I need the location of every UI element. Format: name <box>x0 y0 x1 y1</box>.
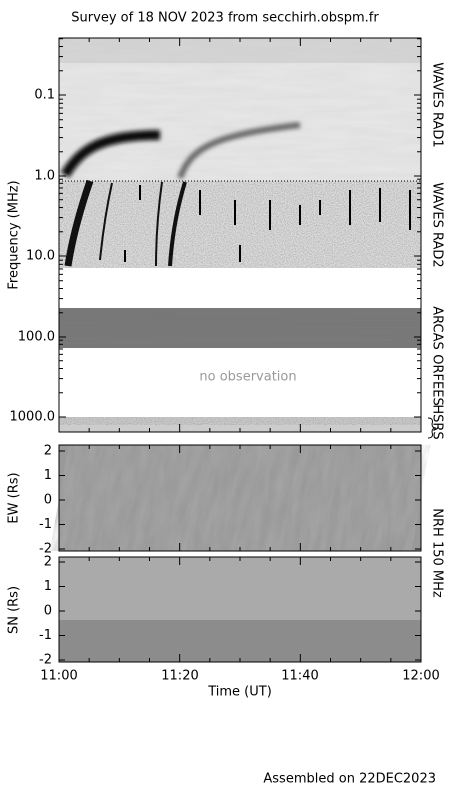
y-tick-label: 0 <box>44 493 52 508</box>
y-tick-label: 2 <box>44 555 52 570</box>
x-tick-label: 11:00 <box>40 669 77 684</box>
instrument-label: WAVES RAD2 <box>430 182 445 267</box>
y-tick-label: 1 <box>44 579 52 594</box>
sn-shade <box>59 620 421 662</box>
y-tick-label: 1 <box>44 468 52 483</box>
y-tick-label: 1000.0 <box>10 410 56 425</box>
y-tick-label: -1 <box>39 517 52 532</box>
instrument-label: WAVES RAD1 <box>430 62 445 147</box>
arcas-texture <box>59 308 421 348</box>
sn-axis-label: SN (Rs) <box>7 586 22 634</box>
x-tick-label: 11:20 <box>161 669 198 684</box>
x-tick-label: 12:00 <box>402 669 439 684</box>
time-axis-label: Time (UT) <box>207 685 272 700</box>
rad1-bursts <box>60 122 301 180</box>
instrument-label: ARCAS <box>430 306 445 350</box>
instrument-label: ORFEES <box>430 354 445 405</box>
y-tick-label: -2 <box>39 653 52 668</box>
ew-texture <box>49 445 431 551</box>
frequency-axis-label: Frequency (MHz) <box>7 180 22 289</box>
rad2-spikes <box>124 185 411 262</box>
hsrs-texture <box>59 417 421 425</box>
no-observation: no observation <box>199 370 296 385</box>
footer: Assembled on 22DEC2023 <box>263 772 436 787</box>
y-tick-label: -1 <box>39 628 52 643</box>
y-tick-label: 10.0 <box>26 249 55 264</box>
y-tick-label: 100.0 <box>18 330 55 345</box>
y-tick-label: 0.1 <box>34 88 55 103</box>
rad1-band <box>59 38 421 63</box>
nrh-label: NRH 150 MHz <box>430 508 445 598</box>
y-tick-label: 0 <box>44 604 52 619</box>
hsrs-brace <box>427 417 437 439</box>
y-tick-label: -2 <box>39 542 52 557</box>
ew-axis-label: EW (Rs) <box>7 472 22 523</box>
y-tick-label: 2 <box>44 444 52 459</box>
title: Survey of 18 NOV 2023 from secchirh.obsp… <box>71 11 379 26</box>
y-tick-label: 1.0 <box>34 169 55 184</box>
x-tick-label: 11:40 <box>281 669 318 684</box>
sn-texture <box>59 557 421 662</box>
instrument-label: HSRS <box>430 404 445 439</box>
rad2-bursts <box>64 179 187 267</box>
